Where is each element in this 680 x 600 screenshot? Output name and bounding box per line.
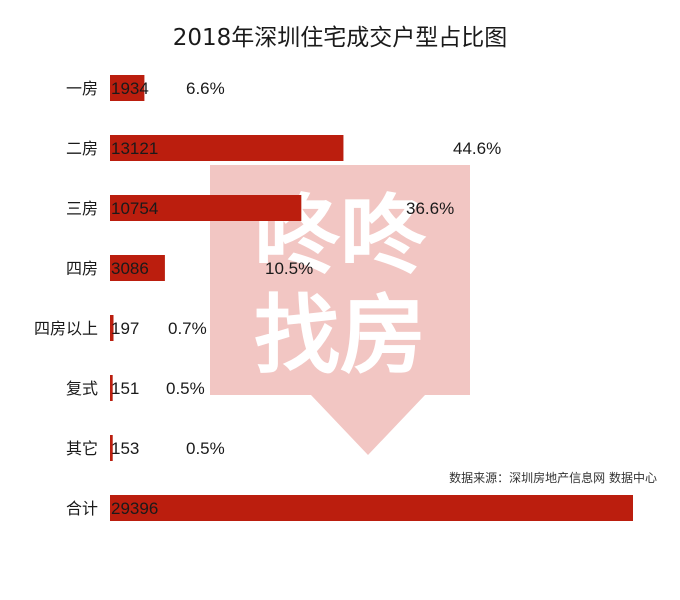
- percent-label: 0.5%: [166, 379, 205, 398]
- percent-label: 36.6%: [406, 199, 454, 218]
- percent-label: 10.5%: [265, 259, 313, 278]
- bar-series: 一房 1934 6.6% 二房 13121 44.6% 三房 10754 36.6% 四房 3086…: [34, 75, 633, 521]
- bar: [110, 135, 344, 161]
- bar: [110, 495, 633, 521]
- bar: [110, 195, 302, 221]
- category-label: 合计: [66, 499, 98, 518]
- value-label: 10754: [111, 199, 158, 218]
- watermark-badge-shape: [210, 165, 470, 455]
- watermark-logo: 咚咚 找房: [210, 165, 470, 455]
- category-label: 其它: [66, 439, 98, 458]
- bar: [110, 375, 113, 401]
- category-label: 一房: [66, 79, 98, 98]
- percent-label: 6.6%: [186, 79, 225, 98]
- bar: [110, 75, 145, 101]
- category-label: 三房: [66, 199, 98, 218]
- percent-label: 0.5%: [186, 439, 225, 458]
- value-label: 197: [111, 319, 139, 338]
- category-label: 四房以上: [34, 319, 98, 338]
- category-label: 复式: [66, 379, 98, 398]
- value-label: 29396: [111, 499, 158, 518]
- percent-label: 0.7%: [168, 319, 207, 338]
- bar: [110, 255, 165, 281]
- bar: [110, 435, 113, 461]
- bar: [110, 315, 114, 341]
- value-label: 153: [111, 439, 139, 458]
- category-label: 二房: [66, 139, 98, 158]
- category-label: 四房: [66, 259, 98, 278]
- chart-title: 2018年深圳住宅成交户型占比图: [173, 25, 508, 51]
- percent-label: 44.6%: [453, 139, 501, 158]
- value-label: 1934: [111, 79, 149, 98]
- watermark-text-bottom: 找房: [254, 286, 426, 386]
- value-label: 13121: [111, 139, 158, 158]
- value-label: 151: [111, 379, 139, 398]
- source-note: 数据来源：深圳房地产信息网 数据中心: [449, 470, 657, 485]
- value-label: 3086: [111, 259, 149, 278]
